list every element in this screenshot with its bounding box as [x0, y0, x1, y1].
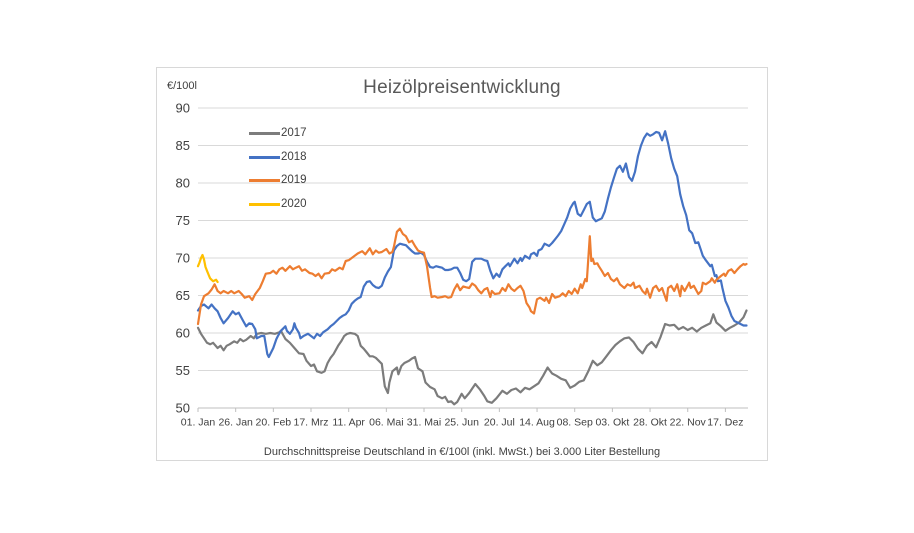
- x-tick-label: 08. Sep: [557, 417, 593, 429]
- legend-line-sample-2020: [249, 202, 280, 206]
- x-tick-label: 14. Aug: [519, 417, 555, 429]
- legend-line-sample-2018: [249, 155, 280, 159]
- y-tick-label: 55: [176, 363, 190, 378]
- x-tick-label: 25. Jun: [444, 417, 479, 429]
- legend-line-sample-2019: [249, 179, 280, 182]
- y-tick-label: 80: [176, 176, 190, 191]
- x-tick-label: 17. Mrz: [294, 417, 329, 429]
- y-tick-label: 65: [176, 288, 190, 303]
- heating-oil-price-chart[interactable]: Heizölpreisentwicklung €/100l 50 55 60 65 70…: [156, 67, 768, 461]
- chart-legend: 2017 2018 2019 2020: [249, 127, 307, 221]
- chart-caption: Durchschnittspreise Deutschland in €/100…: [263, 446, 661, 458]
- chart-title: Heizölpreisentwicklung: [363, 77, 561, 98]
- series-line-2017: [196, 309, 748, 406]
- y-tick-label: 70: [176, 251, 190, 266]
- y-tick-label: 60: [176, 326, 190, 341]
- series-line-2019: [196, 227, 748, 326]
- legend-item-2020: 2020: [249, 198, 307, 211]
- x-tick-label: 26. Jan: [218, 417, 253, 429]
- x-tick-label: 01. Jan: [181, 417, 216, 429]
- y-tick-label: 75: [176, 213, 190, 228]
- legend-label: 2018: [281, 150, 307, 163]
- y-tick-label: 85: [176, 138, 190, 153]
- legend-label: 2017: [281, 127, 307, 139]
- x-tick-label: 17. Dez: [707, 417, 743, 429]
- x-tick-label: 03. Okt: [595, 417, 629, 429]
- series-line-2020: [196, 253, 219, 284]
- x-tick-label: 20. Jul: [484, 417, 515, 429]
- legend-item-2018: 2018: [249, 151, 307, 164]
- x-tick-label: 22. Nov: [670, 417, 707, 429]
- legend-item-2017: 2017: [249, 127, 307, 140]
- x-tick-label: 20. Feb: [256, 417, 292, 429]
- x-tick-label: 11. Apr: [332, 417, 365, 429]
- x-tick-label: 31. Mai: [407, 417, 441, 429]
- legend-label: 2020: [281, 197, 307, 210]
- y-axis-unit-label: €/100l: [167, 80, 197, 92]
- legend-line-sample-2017: [249, 132, 280, 135]
- x-tick-label: 06. Mai: [369, 417, 403, 429]
- y-tick-label: 90: [176, 101, 190, 116]
- x-tick-label: 28. Okt: [633, 417, 667, 429]
- y-tick-label: 50: [176, 401, 190, 416]
- legend-item-2019: 2019: [249, 174, 307, 187]
- series-line-2018: [196, 130, 748, 359]
- legend-label: 2019: [281, 174, 307, 186]
